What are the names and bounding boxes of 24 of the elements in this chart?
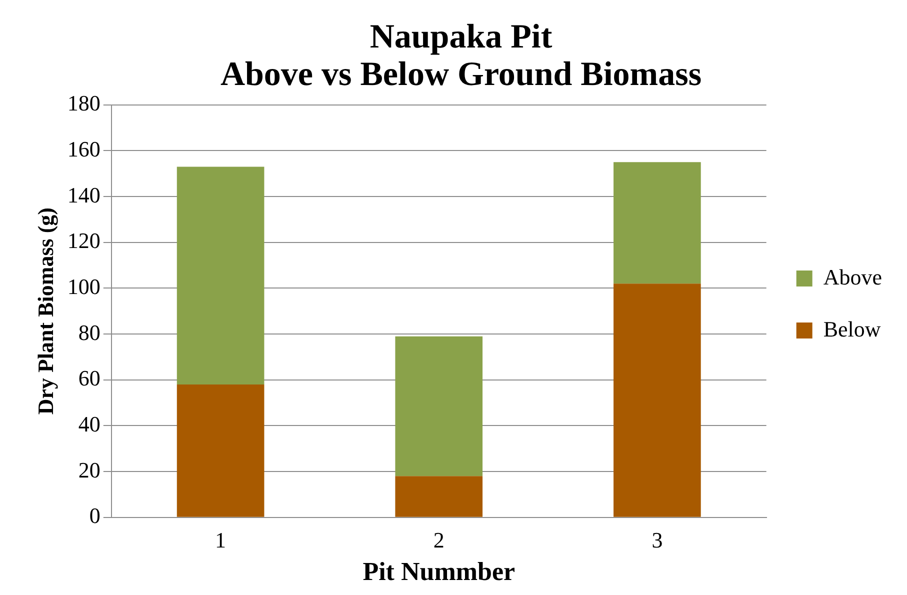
x-tick-label: 2	[433, 527, 444, 552]
chart-title: Naupaka Pit Above vs Below Ground Biomass	[220, 18, 702, 93]
y-axis-title: Dry Plant Biomass (g)	[32, 208, 58, 415]
y-tick-label: 60	[78, 366, 100, 391]
y-tick-label: 80	[78, 320, 100, 345]
bar	[395, 476, 483, 517]
y-tick-label: 100	[67, 274, 100, 299]
y-tick-label: 140	[67, 182, 100, 208]
bar	[176, 384, 264, 517]
legend-label: Above	[823, 264, 882, 290]
legend-label: Below	[823, 316, 881, 342]
y-tick-label: 160	[67, 136, 100, 162]
bar	[176, 166, 264, 384]
x-tick-label: 1	[215, 527, 226, 552]
y-tick-label: 20	[78, 457, 100, 482]
y-tick-label: 40	[78, 411, 100, 436]
x-axis-title: Pit Nummber	[362, 557, 516, 586]
y-tick-label: 0	[89, 503, 100, 528]
bar	[614, 162, 701, 284]
y-tick-label: 180	[67, 90, 100, 116]
bar	[614, 284, 701, 517]
bar	[395, 336, 483, 476]
x-tick-label: 3	[652, 527, 663, 552]
y-tick-label: 120	[67, 228, 100, 254]
